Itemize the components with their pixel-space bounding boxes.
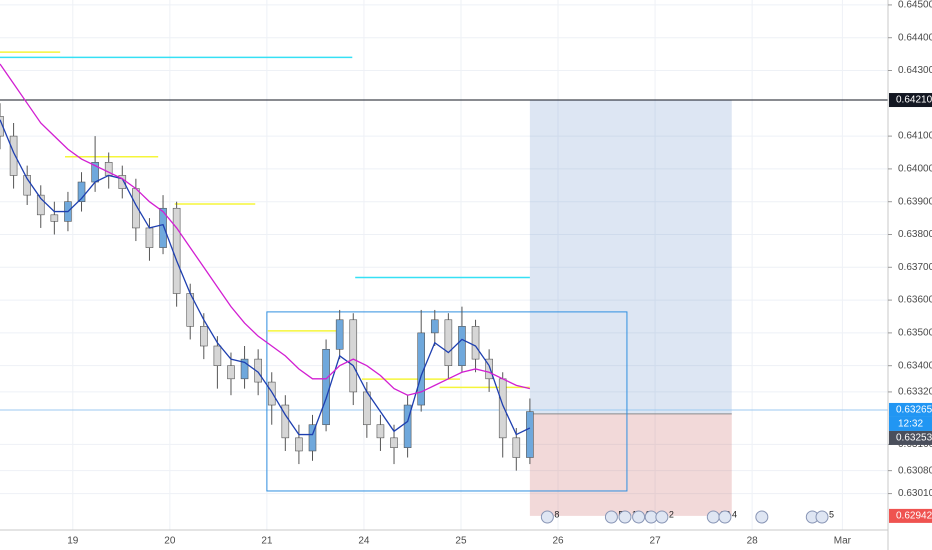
x-tick-label: 21	[261, 536, 273, 547]
range-box	[266, 311, 628, 492]
x-tick-label: Mar	[834, 536, 852, 547]
price-axis	[888, 0, 932, 550]
candle-body	[430, 319, 439, 334]
axes: 0.64500 0.64400 0.64300 0.64100 0.64000 0.639…	[67, 0, 932, 547]
event-flag	[618, 510, 632, 524]
moving-average	[0, 63, 531, 396]
x-tick-label: 28	[747, 536, 759, 547]
candle-body	[403, 404, 412, 448]
price-label-bg	[889, 93, 932, 108]
x-tick-label: 20	[164, 536, 176, 547]
candle-body	[227, 365, 235, 380]
candle-body	[308, 424, 317, 452]
candle-body	[9, 135, 18, 176]
event-flag	[718, 510, 732, 524]
price-label: 0.64210	[896, 95, 932, 106]
y-tick-label: 0.64100	[898, 131, 932, 142]
candle-body	[0, 116, 4, 137]
price-label: 0.63253	[896, 433, 932, 444]
moving-average	[0, 119, 531, 436]
y-tick-label: 0.63320	[898, 387, 932, 398]
candle-body	[335, 319, 344, 350]
y-tick-label: 0.63700	[898, 262, 932, 273]
y-tick-label: 0.64300	[898, 65, 932, 76]
event-flag	[632, 510, 646, 524]
countdown-bg	[889, 416, 932, 431]
x-tick-label: 27	[650, 536, 662, 547]
price-label: 0.62942	[896, 511, 932, 522]
x-tick-label: 26	[552, 536, 564, 547]
candle-body	[145, 227, 154, 248]
y-tick-label: 0.64500	[898, 0, 932, 11]
candle-body	[240, 358, 249, 380]
candle-body	[295, 437, 303, 452]
candle-body	[322, 348, 330, 426]
candle-body	[77, 181, 86, 203]
y-tick-label: 0.63500	[898, 328, 932, 339]
x-tick-label: 19	[67, 536, 79, 547]
event-flag	[655, 510, 669, 524]
candle-body	[349, 319, 358, 393]
candle-body	[23, 175, 31, 196]
candle-body	[200, 326, 208, 347]
price-label-bg	[889, 508, 932, 523]
candle-body	[512, 437, 521, 458]
candle-body	[458, 326, 466, 366]
y-tick-label: 0.63080	[898, 465, 932, 476]
candle-body	[281, 404, 290, 439]
event-flag	[604, 510, 618, 524]
y-tick-label: 0.64000	[898, 164, 932, 175]
event-count: 4	[732, 509, 737, 519]
candle-body	[363, 391, 371, 426]
x-tick-label: 24	[358, 536, 370, 547]
candle-body	[36, 194, 45, 216]
event-flag	[706, 510, 720, 524]
candle-body	[50, 214, 59, 222]
candle-body	[159, 207, 167, 248]
event-flag	[815, 510, 829, 524]
drawings	[0, 51, 888, 516]
event-count: 2	[669, 509, 674, 519]
candle-body	[376, 424, 385, 439]
price-label-bg	[889, 402, 932, 417]
y-tick-label: 0.63900	[898, 196, 932, 207]
event-flag	[755, 510, 769, 524]
candle-body	[267, 381, 276, 406]
y-tick-label: 0.63600	[898, 295, 932, 306]
profit-zone	[529, 100, 732, 414]
event-count: 8	[554, 509, 559, 519]
y-tick-label: 0.63400	[898, 360, 932, 371]
loss-zone	[529, 413, 732, 516]
candle-body	[526, 411, 534, 458]
candle-body	[172, 207, 181, 294]
y-tick-label: 0.63800	[898, 229, 932, 240]
x-tick-label: 25	[455, 536, 467, 547]
plot: 851424238495	[0, 63, 834, 524]
y-tick-label: 0.64400	[898, 32, 932, 43]
event-flag	[540, 510, 554, 524]
candle-body	[485, 358, 493, 380]
candle-body	[444, 319, 453, 366]
event-count: 5	[829, 509, 834, 519]
candle-body	[213, 345, 222, 366]
price-label: 0.63265	[896, 405, 932, 416]
countdown: 12:32	[898, 419, 923, 430]
grid	[0, 0, 888, 530]
candle-body	[417, 332, 425, 406]
price-label-bg	[889, 430, 932, 445]
y-tick-label: 0.63010	[898, 488, 932, 499]
candle-body	[471, 326, 480, 360]
candle-body	[390, 437, 398, 448]
candle-body	[254, 358, 262, 383]
candle-body	[498, 378, 507, 439]
